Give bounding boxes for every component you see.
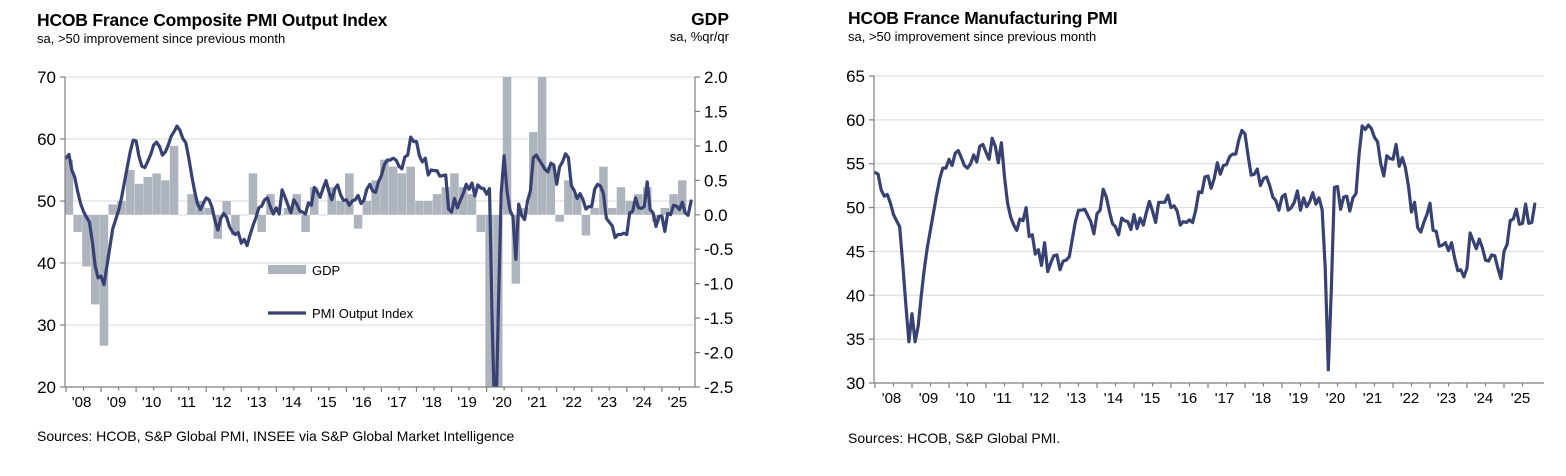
manufacturing-line-series xyxy=(874,123,1537,372)
gridlines xyxy=(65,76,695,388)
svg-text:-1.5: -1.5 xyxy=(704,309,733,328)
svg-text:'19: '19 xyxy=(1289,390,1309,407)
svg-text:'15: '15 xyxy=(317,394,337,411)
svg-text:'20: '20 xyxy=(492,394,512,411)
svg-text:'21: '21 xyxy=(527,394,547,411)
svg-text:'11: '11 xyxy=(177,394,195,411)
svg-text:65: 65 xyxy=(846,67,865,86)
svg-text:-0.5: -0.5 xyxy=(704,240,733,259)
x-axis-labels: '08 '09 '10 '11 '12 '13 '14 '15 '16 '17 '18 '19 '20 '… xyxy=(874,383,1531,407)
svg-text:'23: '23 xyxy=(1437,390,1457,407)
svg-text:1.5: 1.5 xyxy=(704,102,728,121)
svg-text:'11: '11 xyxy=(993,390,1011,407)
svg-text:'14: '14 xyxy=(282,394,302,411)
manufacturing-chart-subtitle: sa, >50 improvement since previous month xyxy=(848,29,1097,44)
svg-text:50: 50 xyxy=(846,199,865,218)
svg-text:'24: '24 xyxy=(633,394,653,411)
svg-text:'23: '23 xyxy=(597,394,617,411)
svg-text:30: 30 xyxy=(846,374,865,393)
svg-text:70: 70 xyxy=(37,68,56,87)
svg-text:'16: '16 xyxy=(1178,390,1198,407)
manufacturing-chart-source: Sources: HCOB, S&P Global PMI. xyxy=(848,430,1061,446)
composite-chart-source: Sources: HCOB, S&P Global PMI, INSEE via… xyxy=(37,428,515,444)
manufacturing-chart-title: HCOB France Manufacturing PMI xyxy=(848,8,1118,28)
svg-text:-2.5: -2.5 xyxy=(704,378,733,397)
svg-text:'08: '08 xyxy=(882,390,902,407)
svg-text:'18: '18 xyxy=(1252,390,1272,407)
svg-text:40: 40 xyxy=(846,286,865,305)
svg-text:20: 20 xyxy=(37,378,56,397)
svg-text:'15: '15 xyxy=(1141,390,1161,407)
legend-pmi-label: PMI Output Index xyxy=(312,306,414,321)
svg-text:'12: '12 xyxy=(212,394,232,411)
legend-gdp-swatch xyxy=(268,265,306,274)
gdp-axis-subtitle: sa, %qr/qr xyxy=(669,29,729,44)
svg-text:0.0: 0.0 xyxy=(704,206,728,225)
svg-text:2.0: 2.0 xyxy=(704,68,728,87)
svg-text:45: 45 xyxy=(846,242,865,261)
svg-text:'24: '24 xyxy=(1474,390,1494,407)
svg-text:60: 60 xyxy=(37,130,56,149)
composite-chart-title: HCOB France Composite PMI Output Index xyxy=(37,10,388,30)
composite-chart-subtitle: sa, >50 improvement since previous month xyxy=(37,31,286,46)
svg-text:'09: '09 xyxy=(919,390,939,407)
composite-chart-canvas: 70 60 50 40 30 20 2.0 1.5 1.0 0.5 0.0 -0.5 -1.0 -1.5 -… xyxy=(37,68,733,411)
svg-text:'17: '17 xyxy=(387,394,407,411)
svg-text:'09: '09 xyxy=(107,394,127,411)
svg-text:'25: '25 xyxy=(1511,390,1531,407)
y-axis-labels: 65 60 55 50 45 40 35 30 xyxy=(846,67,874,393)
axes xyxy=(873,76,1544,384)
svg-text:'19: '19 xyxy=(457,394,477,411)
x-axis-labels: '08 '09 '10 '11 '12 '13 '14 '15 '16 '17 '18 '19 '20 '… xyxy=(65,387,688,411)
svg-text:'17: '17 xyxy=(1215,390,1235,407)
svg-text:35: 35 xyxy=(846,330,865,349)
gdp-axis-labels: 2.0 1.5 1.0 0.5 0.0 -0.5 -1.0 -1.5 -2.0 -2.5 xyxy=(695,68,733,397)
svg-text:'14: '14 xyxy=(1104,390,1124,407)
composite-pmi-chart: HCOB France Composite PMI Output Index s… xyxy=(30,8,742,470)
legend: GDP PMI Output Index xyxy=(268,263,414,321)
svg-text:-1.0: -1.0 xyxy=(704,275,733,294)
svg-text:'10: '10 xyxy=(956,390,976,407)
svg-text:'08: '08 xyxy=(72,394,92,411)
svg-text:'13: '13 xyxy=(1067,390,1087,407)
svg-text:'22: '22 xyxy=(562,394,582,411)
svg-text:'18: '18 xyxy=(422,394,442,411)
svg-text:'21: '21 xyxy=(1363,390,1383,407)
svg-text:50: 50 xyxy=(37,192,56,211)
y-axis-labels: 70 60 50 40 30 20 xyxy=(37,68,65,397)
svg-text:'16: '16 xyxy=(352,394,372,411)
gdp-axis-header: GDP sa, %qr/qr xyxy=(669,9,729,45)
svg-text:'25: '25 xyxy=(668,394,688,411)
svg-text:'22: '22 xyxy=(1400,390,1420,407)
manufacturing-pmi-chart: HCOB France Manufacturing PMI sa, >50 im… xyxy=(840,8,1556,470)
svg-text:'10: '10 xyxy=(142,394,162,411)
axes xyxy=(64,77,696,388)
manufacturing-chart-canvas: 65 60 55 50 45 40 35 30 '08 '09 '10 '11 '12 '13 '14 '15… xyxy=(846,67,1544,407)
gdp-axis-title: GDP xyxy=(691,9,729,29)
svg-text:'13: '13 xyxy=(247,394,267,411)
svg-text:-2.0: -2.0 xyxy=(704,344,733,363)
svg-text:55: 55 xyxy=(846,155,865,174)
svg-text:60: 60 xyxy=(846,111,865,130)
svg-text:0.5: 0.5 xyxy=(704,171,728,190)
composite-line-series xyxy=(65,124,693,387)
legend-gdp-label: GDP xyxy=(312,263,340,278)
gridlines xyxy=(874,75,1544,384)
svg-text:'12: '12 xyxy=(1030,390,1050,407)
svg-text:1.0: 1.0 xyxy=(704,137,728,156)
svg-text:40: 40 xyxy=(37,254,56,273)
svg-text:30: 30 xyxy=(37,316,56,335)
svg-text:'20: '20 xyxy=(1326,390,1346,407)
gdp-bars-series xyxy=(65,77,687,387)
